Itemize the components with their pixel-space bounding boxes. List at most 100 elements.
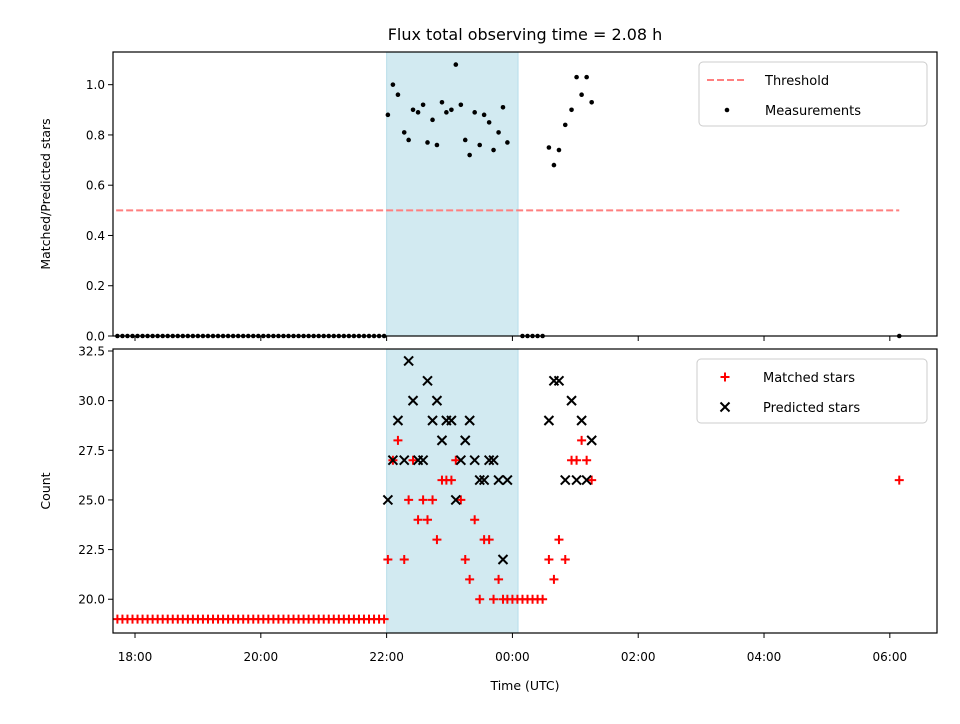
measurement-point [477, 142, 483, 148]
measurement-point [406, 137, 411, 143]
x-tick-label: 18:00 [118, 650, 153, 664]
measurement-point [420, 102, 426, 108]
measurement-point [562, 122, 568, 128]
measurement-point [462, 137, 468, 143]
predicted-star-point [493, 474, 504, 486]
measurement-point [724, 107, 730, 113]
measurement-point [434, 142, 440, 148]
y-tick-label: 0.4 [86, 229, 105, 243]
chart-title: Flux total observing time = 2.08 h [388, 25, 663, 44]
y-tick-label: 0.0 [86, 330, 105, 344]
y-tick-label: 0.6 [86, 179, 105, 193]
matched-star-point [549, 574, 559, 584]
matched-star-point [404, 495, 414, 505]
legend-box [698, 61, 928, 127]
matched-star-point [587, 475, 597, 485]
matched-star-point [432, 535, 442, 545]
measurement-point [491, 147, 496, 153]
matched-star-point [572, 455, 582, 465]
measurement-point [546, 145, 552, 150]
matched-star-point [456, 495, 466, 505]
measurement-point [439, 99, 445, 105]
measurement-point [500, 104, 506, 110]
x-tick-label: 20:00 [244, 650, 279, 664]
predicted-star-point [399, 455, 410, 466]
matched-star-point [582, 455, 592, 465]
axes-frame [112, 348, 938, 634]
matched-star-point [538, 594, 548, 604]
predicted-star-point [586, 435, 597, 446]
measurement-point [574, 74, 579, 80]
matched-star-point [428, 495, 438, 505]
predicted-star-point [392, 415, 404, 426]
predicted-star-point [403, 355, 414, 367]
predicted-star-point [581, 474, 592, 486]
y-tick-label: 22.5 [78, 543, 105, 557]
legend: Matched stars Predicted stars [696, 358, 928, 424]
predicted-star-point [446, 415, 457, 426]
matched-star-point [494, 574, 504, 584]
matched-star-point [475, 594, 485, 604]
matched-star-point [720, 372, 730, 382]
legend-label: Matched stars [763, 371, 855, 386]
predicted-star-point [417, 455, 429, 466]
measurement-point [401, 130, 407, 135]
x-tick-label: 04:00 [747, 650, 782, 664]
y-tick-label: 20.0 [78, 593, 105, 607]
y-tick-label: 1.0 [86, 78, 105, 92]
predicted-star-point [719, 401, 731, 413]
predicted-star-point [427, 415, 438, 426]
matched-star-point [446, 475, 456, 485]
observing-window-shade [386, 51, 519, 337]
matched-star-point [465, 574, 475, 584]
predicted-star-point [422, 375, 433, 386]
legend-label: Measurements [765, 104, 861, 119]
matched-star-point [393, 435, 403, 445]
axes-frame [112, 51, 938, 337]
matched-star-point [379, 614, 389, 624]
legend-label: Threshold [764, 74, 829, 89]
matched-star-point [577, 435, 587, 445]
measurement-point [481, 112, 487, 118]
matched-star-point [399, 555, 409, 565]
predicted-star-point [450, 494, 462, 506]
predicted-star-point [455, 455, 467, 466]
predicted-star-point [483, 455, 495, 466]
matched-star-point [413, 515, 423, 525]
measurement-point [551, 162, 557, 168]
top-panel: 0.0 0.2 0.4 0.6 0.8 1.0 Matched/Predicted star… [38, 51, 938, 344]
legend-box [696, 358, 928, 424]
predicted-star-point [436, 435, 448, 446]
predicted-star-point [464, 415, 475, 426]
y-axis-label: Matched/Predicted stars [38, 118, 53, 269]
matched-star-point [484, 535, 494, 545]
measurement-point [569, 107, 574, 113]
matched-star-point [554, 535, 564, 545]
bottom-panel: 20.0 22.5 25.0 27.5 30.0 32.5 18:00 20:00 22:00 0… [38, 344, 938, 664]
measurement-point [556, 147, 562, 153]
measurement-point [444, 110, 449, 115]
measurement-point [584, 74, 589, 80]
measurement-point [390, 82, 396, 87]
matched-star-point [544, 555, 554, 565]
y-tick-label: 30.0 [78, 394, 105, 408]
predicted-star-point [553, 375, 565, 386]
measurement-point [486, 120, 492, 125]
measurement-point [453, 62, 459, 67]
predicted-star-point [382, 494, 394, 506]
measurement-point [472, 110, 477, 115]
measurement-point [395, 92, 401, 98]
predicted-star-point [497, 554, 509, 565]
matched-star-point [489, 594, 499, 604]
predicted-star-point [469, 455, 480, 466]
matched-star-point [418, 495, 428, 505]
measurement-point [415, 110, 421, 115]
predicted-star-point [488, 455, 499, 466]
x-tick-label: 22:00 [369, 650, 404, 664]
y-axis-label: Count [38, 472, 53, 509]
predicted-star-point [560, 474, 571, 486]
observing-window-shade [386, 348, 519, 634]
measurement-point [430, 117, 435, 123]
predicted-star-point [407, 395, 419, 406]
predicted-star-point [478, 474, 490, 486]
